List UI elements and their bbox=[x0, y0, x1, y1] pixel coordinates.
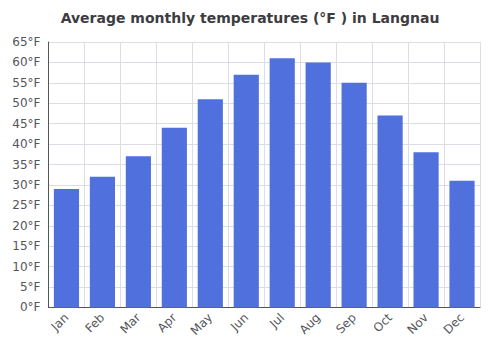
svg-text:Jan: Jan bbox=[48, 311, 72, 335]
svg-text:65°F: 65°F bbox=[12, 35, 40, 49]
svg-text:30°F: 30°F bbox=[12, 178, 40, 192]
svg-text:Sep: Sep bbox=[333, 311, 359, 337]
svg-text:Feb: Feb bbox=[82, 311, 107, 336]
svg-text:Average monthly temperatures (: Average monthly temperatures (°F ) in La… bbox=[61, 10, 440, 26]
svg-text:15°F: 15°F bbox=[12, 239, 40, 253]
svg-text:Nov: Nov bbox=[405, 311, 431, 337]
svg-text:0°F: 0°F bbox=[20, 300, 41, 314]
svg-text:40°F: 40°F bbox=[12, 137, 40, 151]
svg-text:55°F: 55°F bbox=[12, 76, 40, 90]
svg-text:10°F: 10°F bbox=[12, 260, 40, 274]
svg-text:Oct: Oct bbox=[370, 310, 395, 335]
svg-text:Dec: Dec bbox=[441, 311, 467, 337]
svg-text:20°F: 20°F bbox=[12, 219, 40, 233]
svg-text:Aug: Aug bbox=[297, 311, 323, 337]
svg-text:50°F: 50°F bbox=[12, 96, 40, 110]
svg-text:Jul: Jul bbox=[266, 311, 287, 332]
svg-text:45°F: 45°F bbox=[12, 117, 40, 131]
svg-text:Mar: Mar bbox=[117, 310, 143, 336]
svg-text:35°F: 35°F bbox=[12, 158, 40, 172]
svg-text:Jun: Jun bbox=[227, 311, 251, 335]
svg-text:Apr: Apr bbox=[155, 310, 180, 335]
svg-text:5°F: 5°F bbox=[20, 280, 41, 294]
svg-text:25°F: 25°F bbox=[12, 198, 40, 212]
svg-text:May: May bbox=[188, 311, 215, 338]
svg-text:60°F: 60°F bbox=[12, 55, 40, 69]
